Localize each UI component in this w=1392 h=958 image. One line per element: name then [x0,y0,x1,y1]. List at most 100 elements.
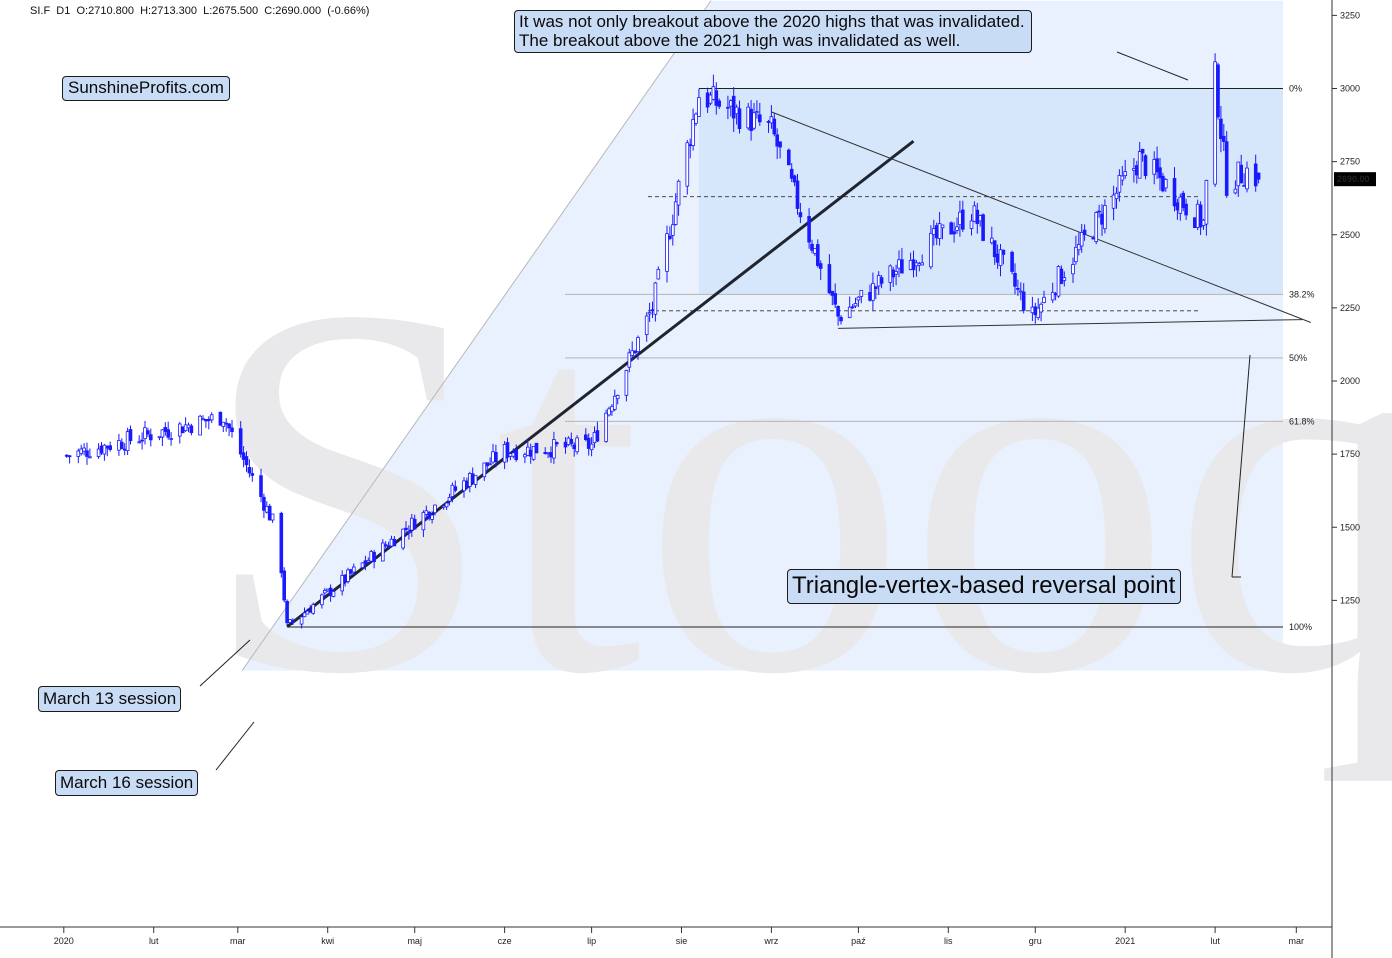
candle [624,369,629,402]
fib-level-label: 0% [1289,84,1302,94]
y-tick-label: 1250 [1340,595,1360,605]
candle [789,163,794,183]
x-tick-label: 2021 [1115,936,1135,946]
candle [186,422,191,433]
candle [288,618,292,624]
candle [311,602,315,615]
candle [1140,148,1145,162]
candle-body [146,430,150,435]
candle [584,428,588,442]
candle-body [467,473,472,487]
candle-body [940,224,945,229]
candle [372,549,376,569]
candle-body [441,505,446,508]
candle-body [526,446,530,456]
candle-body [972,205,977,222]
candle [1222,123,1226,152]
candle [673,193,678,226]
candle-body [772,118,777,135]
candle-body [473,475,478,485]
x-tick-label: gru [1029,936,1042,946]
candle [839,315,843,325]
candle-body [749,108,753,131]
candle-body [485,462,489,467]
candle [836,305,840,326]
candle [929,225,933,270]
candle [604,409,608,443]
candle-body [183,424,188,432]
candle-body [932,228,936,235]
candle-body [430,514,434,520]
candle-body [433,504,437,514]
candle-body [572,444,576,450]
candle-body [1091,237,1096,240]
candle-body [714,90,719,106]
candle-body [1242,185,1246,187]
candle-body [888,265,893,283]
candle-body [676,180,681,206]
candle-body [827,264,832,294]
candle-body [186,424,191,429]
candle-body [224,422,229,425]
candle [856,296,861,307]
candle-body [891,269,895,278]
annotation-march-16: March 16 session [55,770,199,796]
candle [340,570,344,596]
candle-body [1253,163,1258,187]
candle-body [267,505,272,521]
candle [1019,282,1023,301]
candle [282,567,286,603]
candle-body [1071,264,1075,275]
candle [407,525,411,540]
candle [859,289,864,304]
candle [488,457,492,466]
candle-body [392,538,397,547]
candle [613,389,617,412]
candle-body [148,434,153,441]
candle-body [1033,306,1038,316]
candle-body [346,569,350,582]
candle [1111,185,1116,221]
candle [937,211,942,246]
candle-body [177,423,182,437]
candle-body [421,512,426,531]
candle-body [549,452,553,458]
candle [1219,105,1223,153]
candle-body [511,452,516,457]
candle [218,411,223,426]
candle [383,541,388,549]
candle [810,239,814,254]
candle-body [64,454,69,457]
candle-body [343,574,347,583]
x-tick-label: maj [407,936,422,946]
candle [874,285,878,300]
candle [279,511,284,578]
candle-body [552,439,556,459]
x-tick-label: sie [676,936,688,946]
candle-body [1053,293,1058,296]
candle [412,514,417,530]
candle-body [853,303,858,307]
candle-body [105,445,110,449]
candle-body [914,262,919,267]
candle-body [380,542,385,562]
candle [894,264,898,286]
candle [1184,198,1188,220]
candle-body [96,448,101,457]
candle-body [798,212,803,218]
candle-body [929,232,933,268]
candle-body [1233,188,1238,194]
candle-body [299,616,304,625]
candle-body [189,425,194,434]
y-tick-label: 2500 [1340,230,1360,240]
candle [209,412,214,424]
arrows-layer [199,51,1251,771]
candle-body [563,441,568,448]
candle [714,82,719,115]
candle-body [1001,249,1006,255]
candle [166,421,171,440]
candle-body [505,442,510,458]
candle-body [584,434,588,440]
candle-body [647,312,652,315]
candle-body [990,237,994,244]
